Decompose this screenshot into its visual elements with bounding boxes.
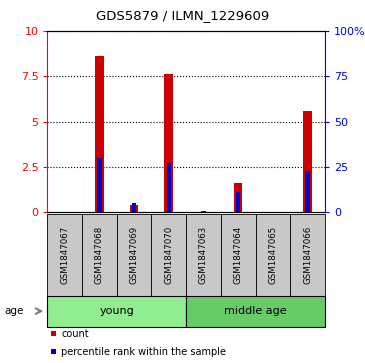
- Bar: [201, 211, 205, 212]
- Bar: [47, 296, 186, 327]
- Text: percentile rank within the sample: percentile rank within the sample: [61, 347, 226, 357]
- Bar: [132, 203, 136, 212]
- Text: young: young: [99, 306, 134, 316]
- Bar: [234, 183, 242, 212]
- Text: middle age: middle age: [224, 306, 287, 316]
- Bar: [117, 214, 151, 296]
- Text: GSM1847068: GSM1847068: [95, 226, 104, 284]
- Bar: [130, 205, 138, 212]
- Text: GSM1847065: GSM1847065: [268, 226, 277, 284]
- Bar: [82, 214, 117, 296]
- Text: GDS5879 / ILMN_1229609: GDS5879 / ILMN_1229609: [96, 9, 269, 22]
- Bar: [167, 163, 171, 212]
- Bar: [186, 214, 221, 296]
- Bar: [95, 56, 104, 212]
- Bar: [255, 214, 290, 296]
- Text: GSM1847070: GSM1847070: [164, 226, 173, 284]
- Text: GSM1847066: GSM1847066: [303, 226, 312, 284]
- Text: GSM1847067: GSM1847067: [60, 226, 69, 284]
- Bar: [221, 214, 255, 296]
- Bar: [165, 74, 173, 212]
- Bar: [303, 111, 312, 212]
- Text: GSM1847064: GSM1847064: [234, 226, 243, 284]
- Bar: [290, 214, 325, 296]
- Text: age: age: [4, 306, 24, 316]
- Text: count: count: [61, 329, 89, 339]
- Bar: [306, 171, 310, 212]
- Bar: [151, 214, 186, 296]
- Text: GSM1847069: GSM1847069: [130, 226, 139, 284]
- Bar: [186, 296, 325, 327]
- Bar: [97, 158, 101, 212]
- Bar: [47, 214, 82, 296]
- Text: GSM1847063: GSM1847063: [199, 226, 208, 284]
- Bar: [236, 192, 240, 212]
